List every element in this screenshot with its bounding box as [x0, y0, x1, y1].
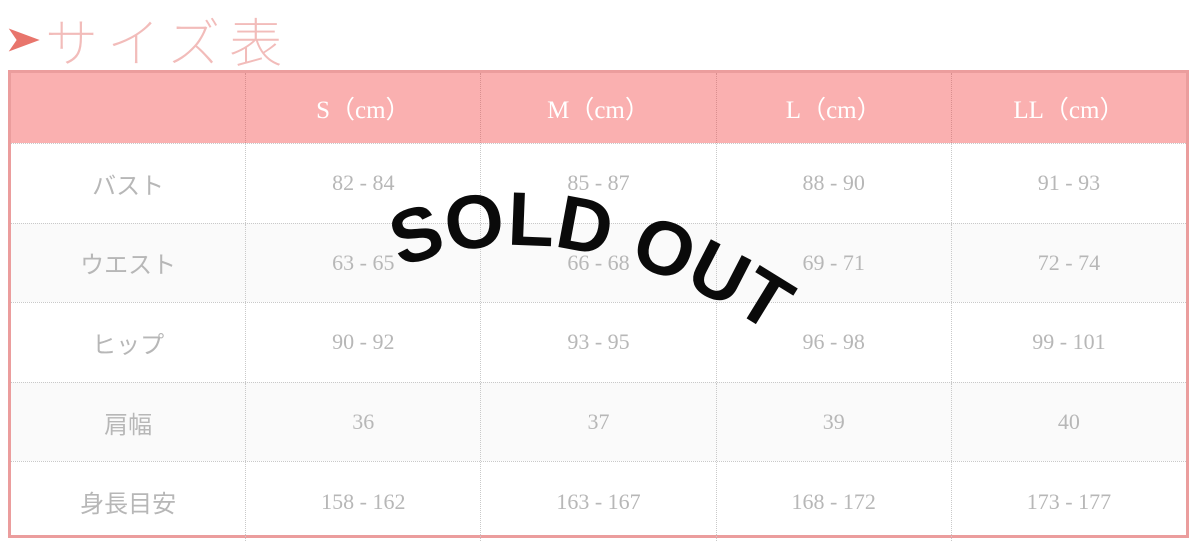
svg-text:SOLD OUT: SOLD OUT	[379, 177, 806, 348]
